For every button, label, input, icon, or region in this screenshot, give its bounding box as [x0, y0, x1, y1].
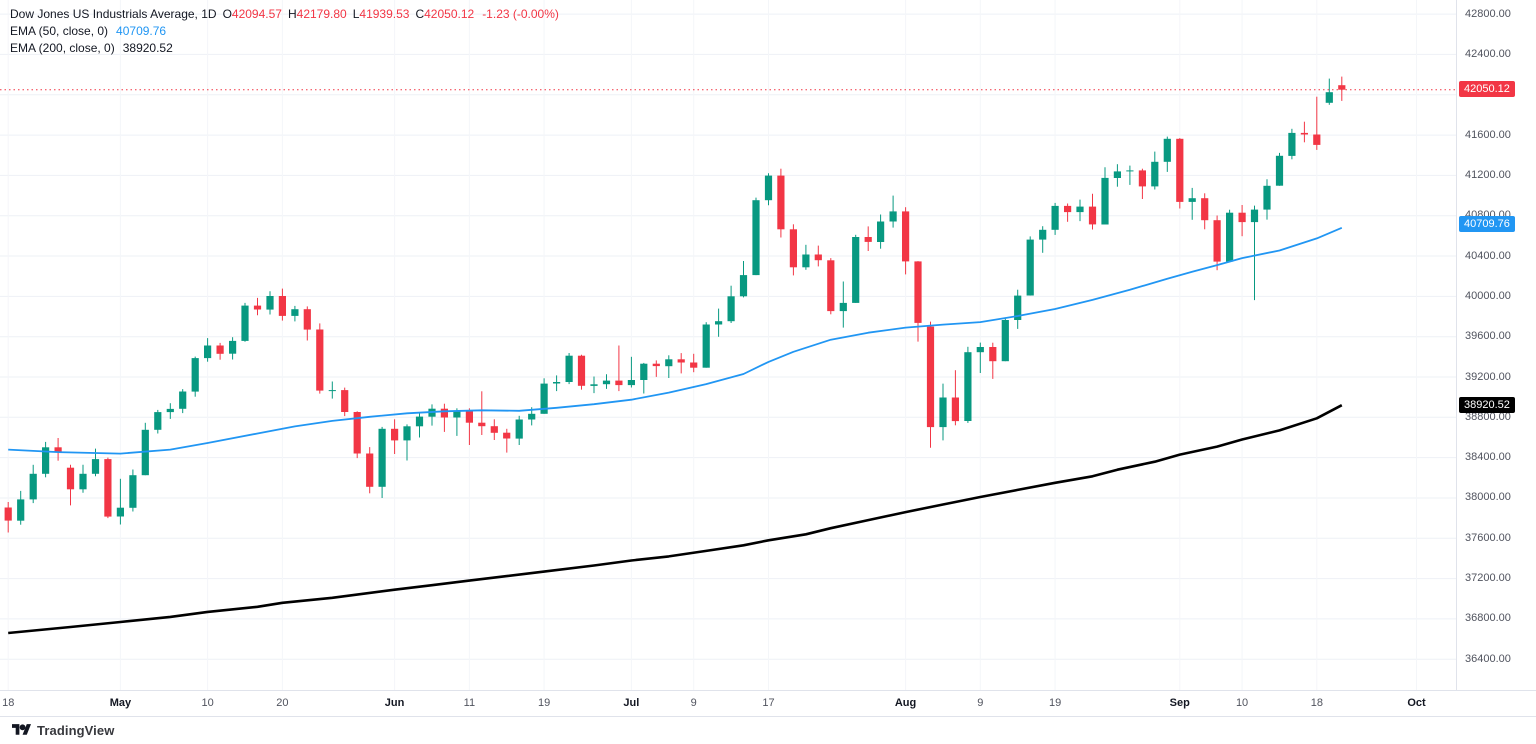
time-label: 11	[463, 697, 476, 709]
indicator-value: 38920.52	[122, 41, 173, 55]
time-label: Sep	[1169, 697, 1190, 709]
price-label: 42800.00	[1465, 7, 1511, 20]
change-value: -1.23 (-0.00%)	[482, 7, 559, 21]
footer-bar: TradingView	[0, 716, 1536, 744]
price-badge: 40709.76	[1459, 216, 1515, 233]
price-axis[interactable]: 42800.0042400.0042000.0041600.0041200.00…	[1456, 0, 1536, 690]
legend-symbol-row[interactable]: Dow Jones US Industrials Average, 1D O42…	[10, 6, 559, 23]
time-label: Oct	[1407, 697, 1426, 709]
time-label: 19	[538, 697, 551, 709]
tradingview-brand-text[interactable]: TradingView	[37, 723, 115, 738]
chart-canvas[interactable]	[0, 0, 1456, 690]
time-label: 17	[762, 697, 775, 709]
price-label: 36800.00	[1465, 612, 1511, 625]
time-label: 9	[690, 697, 697, 709]
price-label: 40000.00	[1465, 289, 1511, 302]
time-label: Aug	[894, 697, 917, 709]
ohlc-close: C42050.12	[415, 7, 475, 21]
tradingview-logo-icon	[12, 724, 31, 735]
price-label: 38400.00	[1465, 451, 1511, 464]
time-label: 10	[201, 697, 214, 709]
indicator-value: 40709.76	[116, 24, 167, 38]
time-label: 20	[276, 697, 289, 709]
time-axis[interactable]: 18 May 10 20 Jun 11 19 Jul 9 17 Aug 9 19 Sep 10 18 Oct	[0, 690, 1536, 716]
price-label: 41200.00	[1465, 168, 1511, 181]
price-label: 37600.00	[1465, 531, 1511, 544]
indicator-name: EMA (200, close, 0)	[10, 41, 115, 55]
indicator-name: EMA (50, close, 0)	[10, 24, 109, 38]
price-label: 37200.00	[1465, 572, 1511, 585]
price-label: 39200.00	[1465, 370, 1511, 383]
ohlc-open: O42094.57	[222, 7, 282, 21]
legend: Dow Jones US Industrials Average, 1D O42…	[10, 6, 559, 57]
price-label: 42400.00	[1465, 47, 1511, 60]
price-label: 41600.00	[1465, 128, 1511, 141]
price-label: 36400.00	[1465, 652, 1511, 665]
price-badge: 38920.52	[1459, 396, 1515, 413]
time-label: May	[109, 697, 132, 709]
time-label: 18	[1310, 697, 1323, 709]
time-label: 19	[1048, 697, 1062, 709]
time-label: 18	[2, 697, 15, 709]
price-badge: 42050.12	[1459, 81, 1515, 98]
price-label: 38800.00	[1465, 410, 1511, 423]
time-label: 10	[1235, 697, 1249, 709]
time-label: 9	[977, 697, 984, 709]
time-label: Jul	[623, 697, 640, 709]
price-label: 40400.00	[1465, 249, 1511, 262]
time-label: Jun	[384, 697, 405, 709]
symbol-title: Dow Jones US Industrials Average, 1D	[10, 7, 217, 21]
price-label: 39600.00	[1465, 330, 1511, 343]
price-label: 38000.00	[1465, 491, 1511, 504]
candlestick-chart	[0, 0, 1456, 690]
tradingview-logo[interactable]	[12, 723, 31, 738]
ohlc-low: L41939.53	[352, 7, 410, 21]
indicator-row[interactable]: EMA (200, close, 0) 38920.52	[10, 40, 559, 57]
indicator-row[interactable]: EMA (50, close, 0) 40709.76	[10, 23, 559, 40]
ohlc-high: H42179.80	[287, 7, 347, 21]
